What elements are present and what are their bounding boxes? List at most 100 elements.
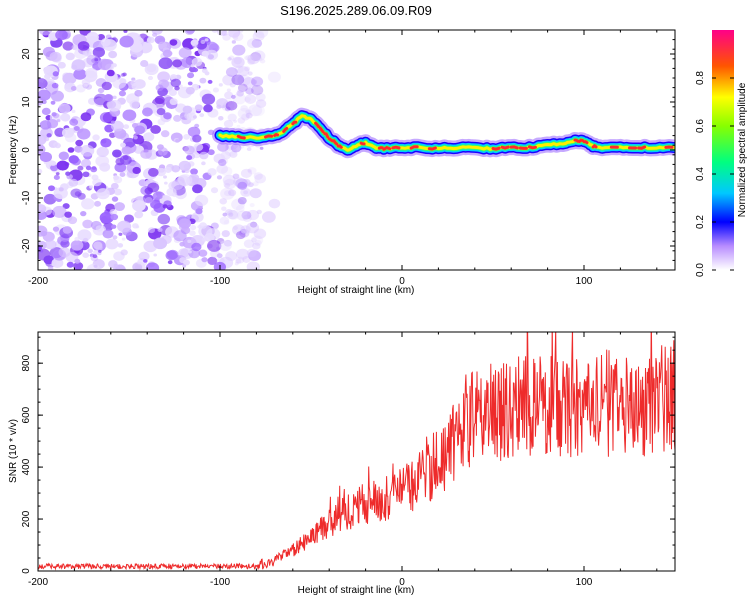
heatmap-cell	[101, 81, 112, 91]
heatmap-cell	[102, 229, 114, 239]
top-y-ticks: -20 -10 0 10 20	[21, 29, 675, 271]
heatmap-cell	[250, 79, 258, 85]
heatmap-cell	[255, 92, 266, 102]
heatmap-cell	[201, 93, 216, 105]
heatmap-cell	[268, 198, 281, 209]
heatmap-cell	[145, 262, 160, 270]
heatmap-cell	[112, 77, 127, 89]
heatmap-cell	[249, 188, 262, 199]
heatmap-cell	[155, 84, 164, 92]
heatmap-cell	[182, 259, 190, 266]
heatmap-cell	[241, 113, 250, 121]
heatmap-cell	[255, 99, 267, 108]
colorbar-tick-label: 0.0	[695, 263, 706, 277]
heatmap-cell	[86, 31, 99, 43]
y-tick-label: 0	[21, 147, 32, 153]
heatmap-cell	[182, 264, 187, 268]
heatmap-cell	[80, 159, 92, 168]
heatmap-cell	[112, 149, 122, 158]
heatmap-cell	[235, 256, 245, 264]
heatmap-cell	[41, 99, 47, 105]
ridge-peak	[582, 140, 589, 145]
heatmap-cell	[244, 66, 250, 72]
heatmap-cell	[189, 230, 196, 236]
heatmap-cell	[246, 248, 257, 258]
heatmap-cell	[110, 120, 124, 132]
heatmap-ridge	[212, 107, 675, 159]
heatmap-cell	[80, 144, 95, 157]
heatmap-cell	[226, 209, 239, 220]
heatmap-cell	[118, 232, 123, 236]
heatmap-cell	[85, 165, 92, 171]
heatmap-cell	[58, 187, 64, 192]
heatmap-cell	[157, 118, 166, 126]
heatmap-cell	[219, 240, 232, 251]
colorbar: 0.0 0.2 0.4 0.6 0.8 Normalized spectral ampl…	[695, 30, 748, 277]
ridge-peak	[291, 120, 298, 126]
heatmap-cell	[62, 41, 74, 51]
colorbar-tick-label: 0.4	[695, 167, 706, 181]
heatmap-cell	[245, 222, 260, 234]
heatmap-cell	[218, 159, 227, 167]
heatmap-cell	[237, 196, 247, 205]
heatmap-cell	[147, 75, 154, 81]
heatmap-cell	[64, 211, 72, 218]
heatmap-cell	[172, 59, 183, 68]
heatmap-cell	[129, 100, 140, 109]
heatmap-cell	[157, 71, 170, 82]
heatmap-cell	[246, 209, 260, 221]
heatmap-cell	[235, 178, 248, 189]
ridge-peak	[500, 145, 510, 150]
heatmap-cell	[178, 174, 193, 187]
heatmap-cell	[216, 253, 223, 259]
heatmap-cell	[60, 113, 71, 122]
heatmap-cell	[92, 47, 105, 58]
heatmap-cell	[117, 220, 132, 233]
heatmap-cell	[147, 167, 159, 177]
heatmap-cell	[235, 258, 242, 264]
heatmap-cell	[221, 230, 230, 238]
heatmap-cell	[157, 147, 168, 156]
heatmap-cell	[58, 151, 69, 161]
heatmap-cell	[246, 147, 252, 152]
heatmap-cell	[251, 105, 265, 117]
heatmap-cell	[221, 30, 228, 36]
heatmap-cell	[97, 87, 105, 94]
heatmap-cell	[207, 79, 213, 84]
heatmap-cell	[74, 258, 81, 264]
heatmap-cell	[228, 30, 241, 38]
heatmap-cell	[267, 71, 281, 83]
heatmap-cell	[243, 239, 255, 248]
heatmap-cell	[156, 194, 163, 200]
ridge-peak	[382, 145, 392, 151]
heatmap-cell	[43, 193, 57, 205]
heatmap-cell	[189, 224, 197, 231]
heatmap-cell	[61, 127, 75, 138]
heatmap-cell	[39, 151, 53, 163]
heatmap-cell	[82, 171, 90, 178]
heatmap-cell	[222, 97, 233, 107]
heatmap-cell	[242, 256, 251, 263]
heatmap-cell	[199, 77, 207, 84]
heatmap-cell	[198, 249, 208, 257]
heatmap-cell	[169, 39, 178, 46]
heatmap-cell	[38, 133, 47, 146]
heatmap-cell	[222, 212, 228, 217]
heatmap-cell	[73, 68, 87, 80]
heatmap-cell	[38, 204, 47, 214]
heatmap-cell	[62, 226, 72, 234]
heatmap-cell	[245, 54, 253, 61]
heatmap-cell	[96, 188, 110, 200]
heatmap-cell	[164, 181, 168, 185]
heatmap-cell	[95, 225, 104, 232]
y-tick-label: 400	[21, 458, 32, 475]
heatmap-cell	[231, 40, 236, 44]
heatmap-cell	[223, 100, 235, 111]
heatmap-cell	[191, 242, 202, 252]
heatmap-cell	[247, 53, 260, 65]
heatmap-cell	[134, 210, 144, 219]
heatmap-cell	[237, 107, 251, 119]
heatmap-cell	[224, 106, 231, 112]
heatmap-cell	[170, 78, 181, 88]
heatmap-cell	[58, 103, 71, 114]
